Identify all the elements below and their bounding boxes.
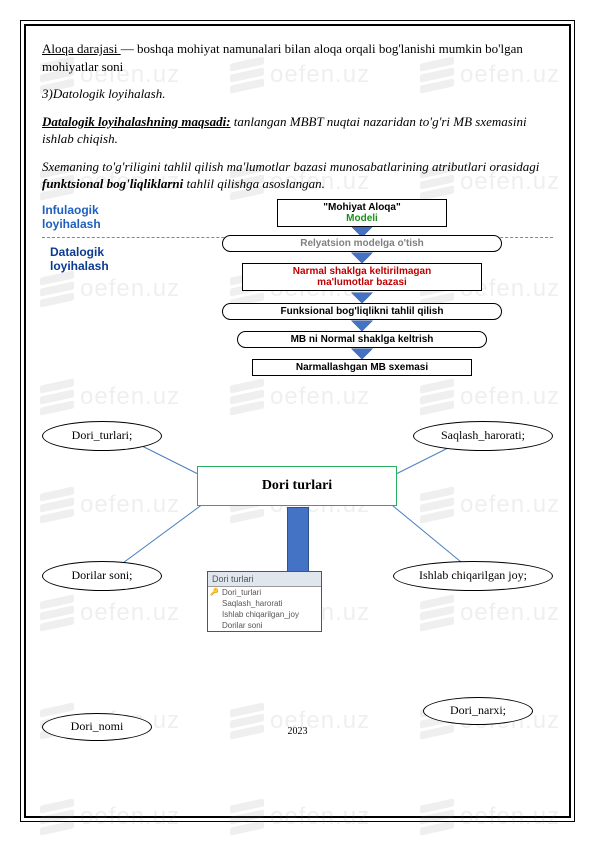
flow-box-6: Narmallashgan MB sxemasi: [252, 359, 472, 376]
flow-box3-line1: Narmal shaklga keltirilmagan: [247, 266, 477, 277]
db-table-row: Ishlab chiqarilgan_joy: [208, 609, 321, 620]
flow-box-4: Funksional bog'liqlikni tahlil qilish: [222, 303, 502, 320]
flow-arrow-icon: [352, 321, 372, 331]
flow-box-5: MB ni Normal shaklga keltrish: [237, 331, 487, 348]
attr-oval-mr: Ishlab chiqarilgan joy;: [393, 561, 553, 591]
attr-oval-tl: Dori_turlari;: [42, 421, 162, 451]
label-infologik: Infulaogik loyihalash: [42, 203, 101, 232]
para4-c: tahlil qilishga asoslangan.: [183, 176, 325, 191]
flow-box3-line2: ma'lumotlar bazasi: [247, 277, 477, 288]
flow-box1-line1: "Mohiyat Aloqa": [282, 202, 442, 213]
entity-center-box: Dori turlari: [197, 466, 397, 506]
attr-oval-br: Dori_narxi;: [423, 697, 533, 725]
db-table-header: Dori turlari: [208, 572, 321, 587]
db-table-row: Dorilar soni: [208, 620, 321, 631]
para4-a: Sxemaning to'g'riligini tahlil qilish ma…: [42, 159, 539, 174]
db-table: Dori turlari Dori_turlariSaqlash_harorat…: [207, 571, 322, 632]
paragraph-1: Aloqa darajasi — boshqa mohiyat namunala…: [42, 40, 553, 75]
label-datalogik: Datalogik loyihalash: [50, 245, 109, 274]
db-table-row: Saqlash_harorati: [208, 598, 321, 609]
flow-arrow-icon: [352, 349, 372, 359]
para1-underlined: Aloqa darajasi: [42, 41, 121, 56]
flow-box1-line2: Modeli: [282, 213, 442, 224]
para4-b: funktsional bog'liqliklarni: [42, 176, 183, 191]
paragraph-3: Datalogik loyihalashning maqsadi: tanlan…: [42, 113, 553, 148]
footer-year: 2023: [42, 726, 553, 737]
diagram-flow: Infulaogik loyihalash Datalogik loyihala…: [42, 203, 553, 403]
db-table-row: Dori_turlari: [208, 587, 321, 598]
flow-box-3: Narmal shaklga keltirilmagan ma'lumotlar…: [242, 263, 482, 291]
para3-head: Datalogik loyihalashning maqsadi:: [42, 114, 231, 129]
paragraph-4: Sxemaning to'g'riligini tahlil qilish ma…: [42, 158, 553, 193]
paragraph-2: 3)Datologik loyihalash.: [42, 85, 553, 103]
flow-box-2: Relyatsion modelga o'tish: [222, 235, 502, 252]
attr-oval-tr: Saqlash_harorati;: [413, 421, 553, 451]
attr-oval-ml: Dorilar soni;: [42, 561, 162, 591]
flow-arrow-icon: [352, 293, 372, 303]
flow-arrow-icon: [352, 253, 372, 263]
content-area: Aloqa darajasi — boshqa mohiyat namunala…: [42, 40, 553, 802]
diagram-entity: Dori_turlari; Saqlash_harorati; Dori tur…: [42, 421, 553, 741]
big-arrow-shaft: [287, 507, 309, 579]
flow-box-1: "Mohiyat Aloqa" Modeli: [277, 199, 447, 227]
